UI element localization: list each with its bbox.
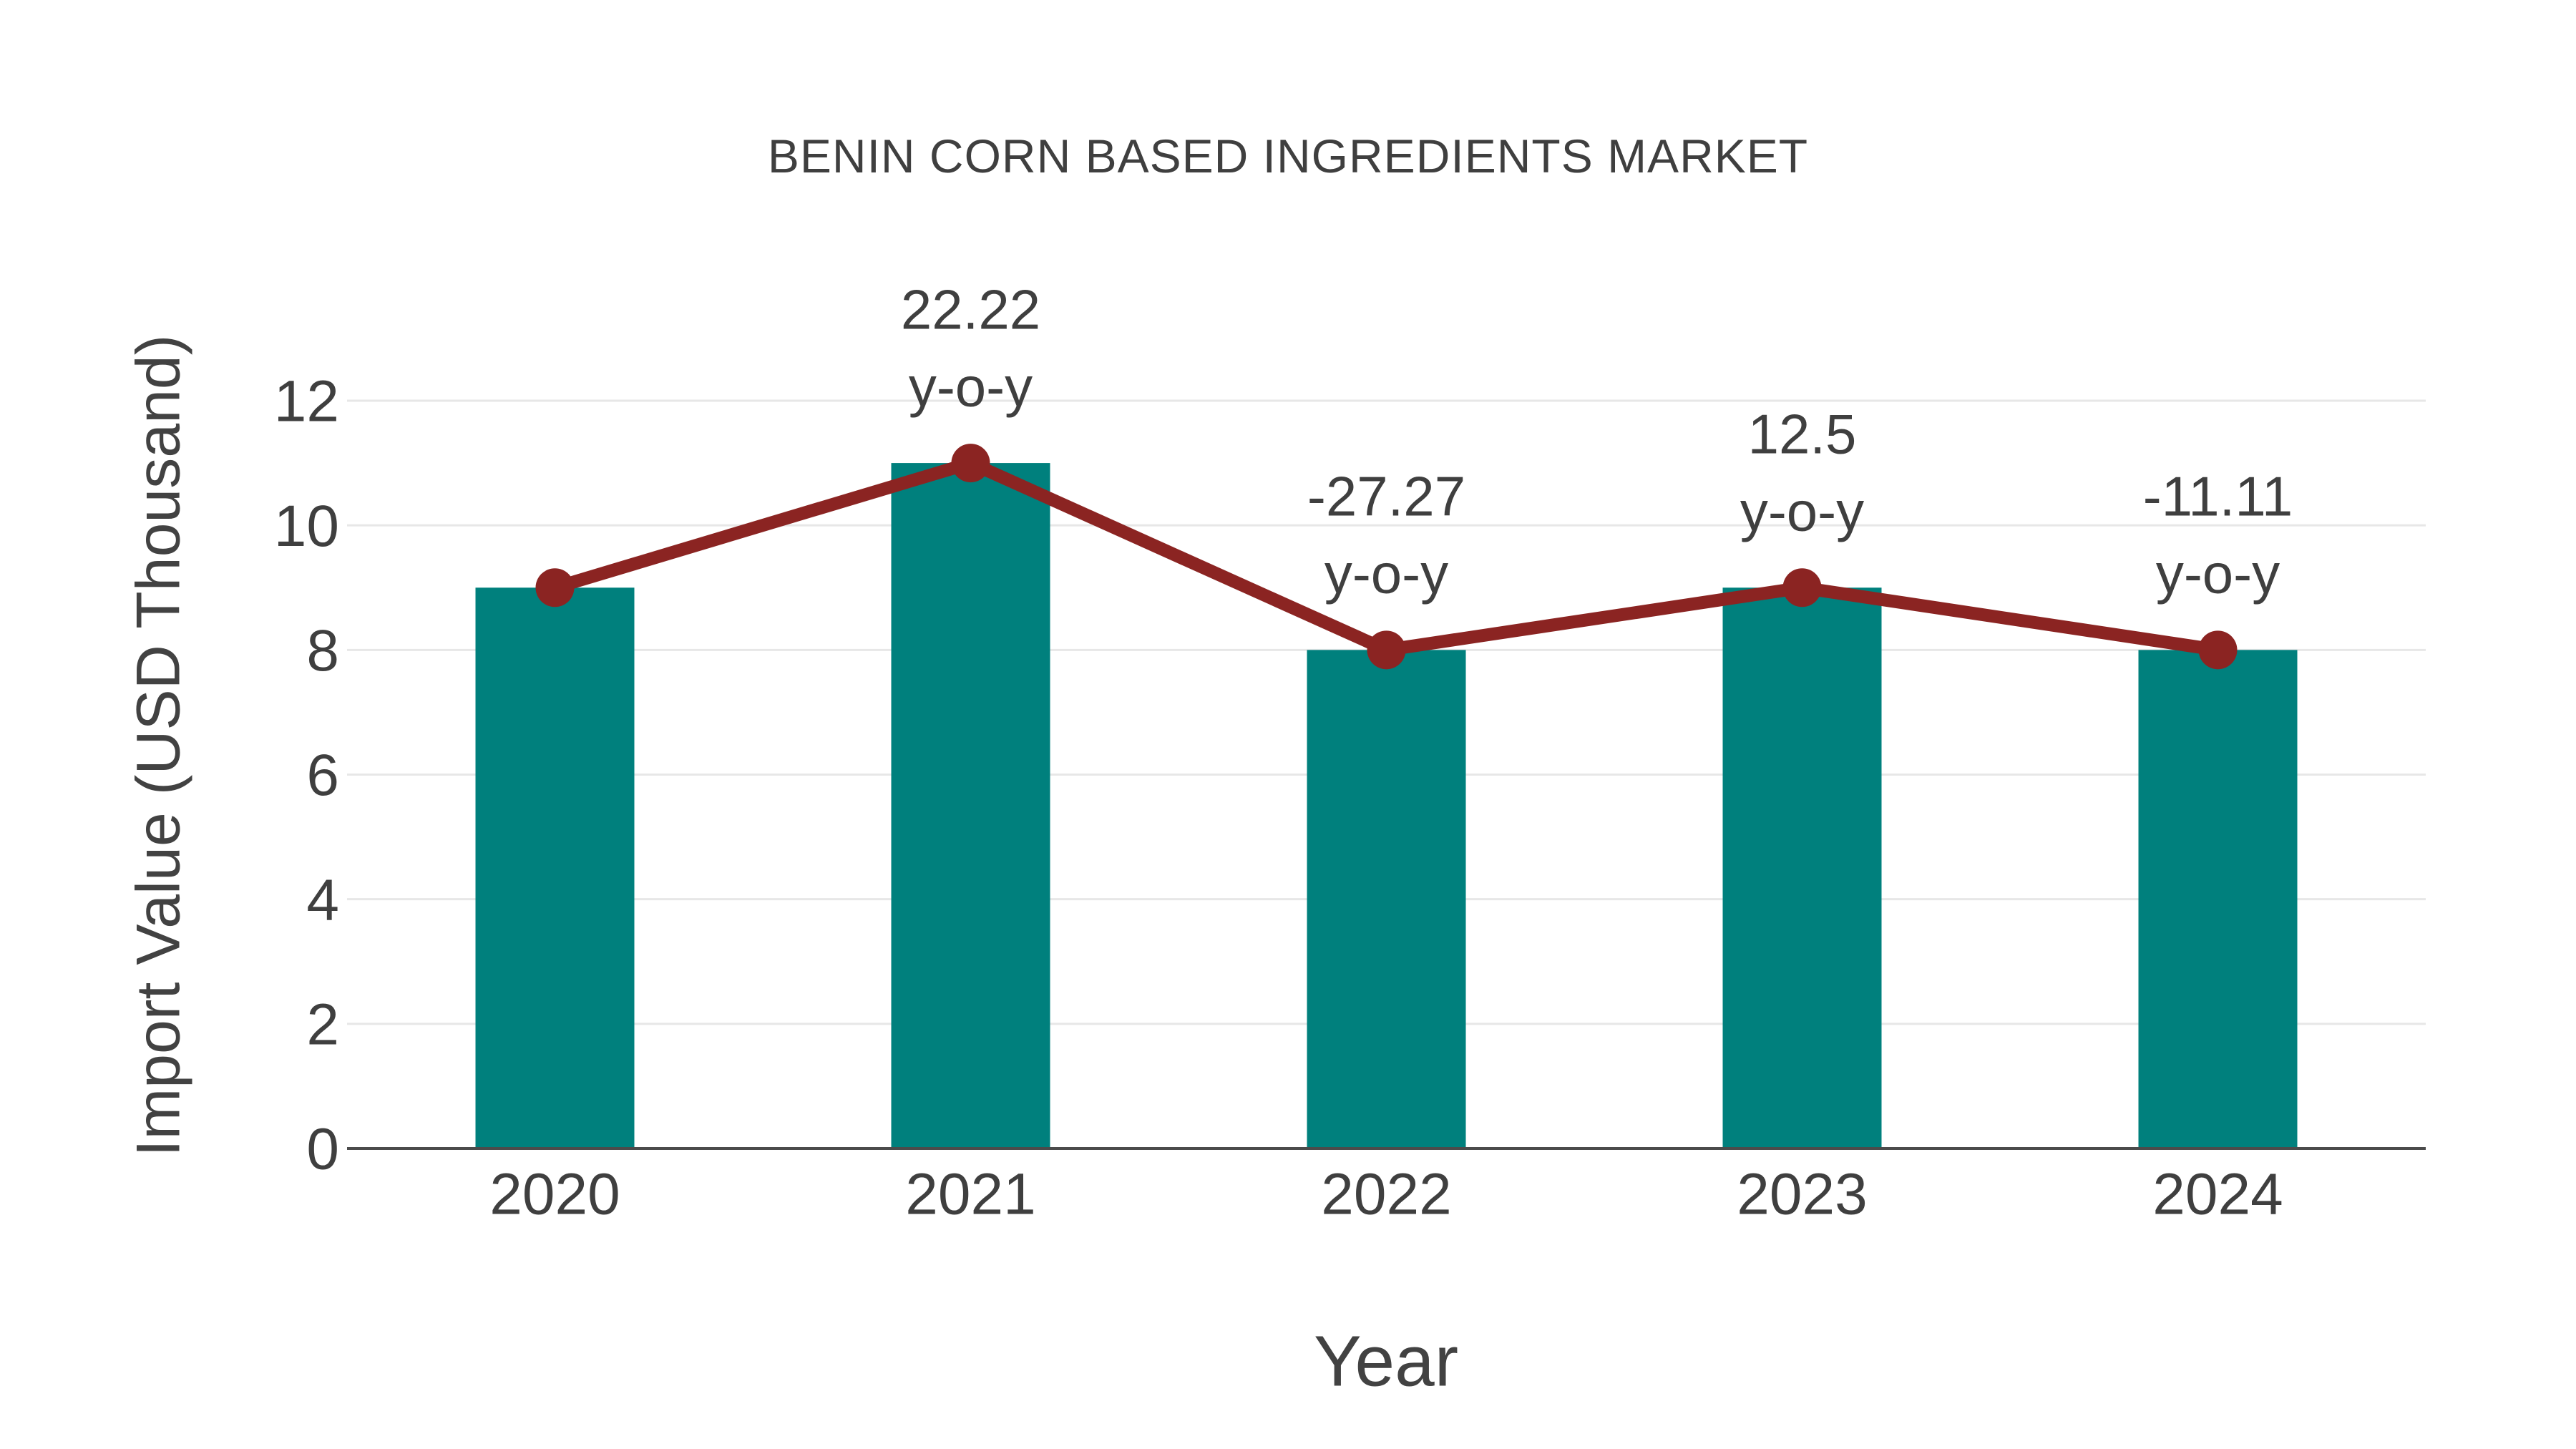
- y-tick-label-4: 4: [306, 867, 339, 932]
- x-tick-label-2021: 2021: [905, 1162, 1035, 1227]
- y-tick-label-8: 8: [306, 618, 339, 683]
- y-tick-label-12: 12: [274, 369, 339, 434]
- y-tick-label-10: 10: [274, 494, 339, 559]
- marker-2023: [1782, 568, 1822, 608]
- bar-2021: [891, 463, 1050, 1148]
- x-tick-label-2023: 2023: [1737, 1162, 1867, 1227]
- annotation-value-2022: -27.27: [1307, 465, 1465, 528]
- y-tick-label-2: 2: [306, 992, 339, 1058]
- marker-2020: [535, 568, 575, 608]
- marker-2022: [1367, 630, 1406, 670]
- annotation-suffix-2022: y-o-y: [1324, 542, 1448, 605]
- x-tick-label-2020: 2020: [489, 1162, 620, 1227]
- x-axis-title: Year: [1313, 1321, 1459, 1402]
- annotation-value-2024: -11.11: [2143, 465, 2293, 528]
- marker-2021: [951, 444, 990, 483]
- x-tick-label-2022: 2022: [1321, 1162, 1451, 1227]
- bar-2023: [1722, 587, 1882, 1148]
- chart-title: BENIN CORN BASED INGREDIENTS MARKET: [767, 130, 1809, 182]
- bar-2024: [2138, 650, 2298, 1148]
- annotation-value-2023: 12.5: [1748, 403, 1857, 466]
- annotation-suffix-2023: y-o-y: [1740, 480, 1864, 543]
- marker-2024: [2198, 630, 2238, 670]
- annotation-value-2021: 22.22: [901, 278, 1040, 341]
- y-tick-label-0: 0: [306, 1117, 339, 1182]
- annotation-suffix-2024: y-o-y: [2156, 542, 2280, 605]
- y-tick-label-6: 6: [306, 743, 339, 808]
- x-tick-label-2024: 2024: [2152, 1162, 2283, 1227]
- bar-2022: [1307, 650, 1466, 1148]
- bar-2020: [475, 587, 635, 1148]
- annotation-suffix-2021: y-o-y: [909, 355, 1033, 418]
